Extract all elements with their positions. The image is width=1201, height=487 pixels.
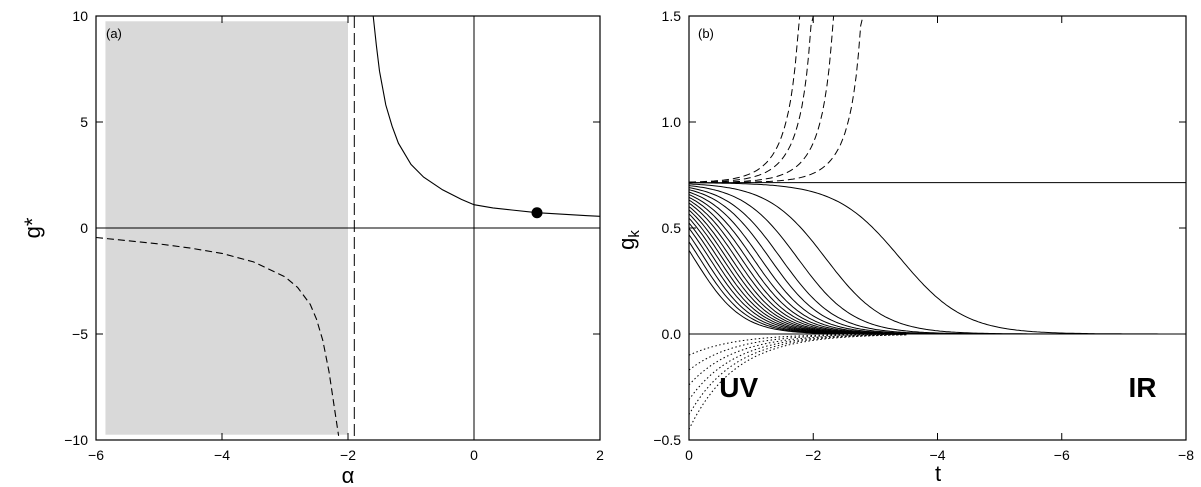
solid-trajectory: [688, 209, 1186, 335]
series-solid-curve: [372, 15, 601, 217]
solid-trajectory: [688, 250, 1186, 335]
solid-trajectory: [689, 182, 1186, 335]
x-tick-label: −2: [340, 447, 356, 463]
x-tick-label: 0: [685, 447, 693, 463]
x-tick-label: 0: [470, 447, 478, 463]
panel-b-ylabel-sub: k: [626, 230, 643, 238]
solid-trajectory: [688, 199, 1186, 335]
solid-trajectory: [688, 202, 1186, 335]
x-tick-label: −4: [930, 447, 946, 463]
panel-a-tag: (a): [106, 26, 122, 41]
y-tick-label: −10: [64, 432, 88, 448]
dotted-trajectory: [688, 333, 907, 371]
panel-a-ylabel: g*: [20, 217, 45, 238]
dashed-trajectory: [688, 15, 801, 183]
solid-trajectory: [688, 241, 1186, 335]
panel-a-plot: [95, 15, 601, 440]
panel-b-ticks: 0 −2 −4 −6 −8 −0.5 0.0 0.5 1.0 1.5: [653, 8, 1194, 463]
y-tick-label: 1.5: [662, 8, 682, 24]
dotted-trajectory: [688, 334, 907, 415]
x-tick-label: −4: [214, 447, 230, 463]
solid-trajectory: [688, 222, 1186, 335]
dotted-trajectory: [688, 334, 907, 430]
panel-b-tag: (b): [698, 26, 714, 41]
panel-b: 0 −2 −4 −6 −8 −0.5 0.0 0.5 1.0 1.5 (b) t gk UV IR: [614, 8, 1194, 486]
solid-trajectory: [688, 189, 1186, 335]
y-tick-label: −5: [72, 326, 88, 342]
panel-b-frame: [688, 15, 1187, 441]
solid-trajectory: [688, 187, 1186, 335]
solid-trajectory: [688, 185, 1186, 335]
panel-b-xlabel: t: [935, 461, 941, 486]
fixed-point-marker: [531, 207, 543, 219]
x-tick-label: −6: [88, 447, 104, 463]
x-tick-label: −6: [1054, 447, 1070, 463]
x-tick-label: −2: [805, 447, 821, 463]
dotted-trajectory: [688, 334, 907, 386]
panel-b-ylabel-main: g: [614, 238, 639, 250]
annotation-uv: UV: [719, 372, 758, 403]
y-tick-label: 5: [80, 114, 88, 130]
y-tick-label: 0: [80, 220, 88, 236]
x-tick-label: −8: [1178, 447, 1194, 463]
panel-b-plot: [688, 15, 1186, 430]
y-tick-label: −0.5: [653, 432, 681, 448]
y-tick-label: 10: [72, 8, 88, 24]
solid-trajectory: [688, 206, 1186, 335]
y-tick-label: 0.5: [662, 220, 682, 236]
solid-trajectory: [688, 227, 1186, 335]
svg-text:gk: gk: [614, 230, 643, 250]
x-tick-label: 2: [596, 447, 604, 463]
panel-a-xlabel: α: [342, 463, 355, 487]
solid-trajectory: [688, 183, 1186, 335]
panel-a: −6 −4 −2 0 2 −10 −5 0 5 10 (a) α g*: [20, 8, 604, 487]
panel-a-ticks: −6 −4 −2 0 2 −10 −5 0 5 10: [64, 8, 604, 463]
dashed-trajectory: [689, 15, 864, 183]
series-dashed-curve: [95, 236, 340, 436]
annotation-ir: IR: [1129, 372, 1157, 403]
y-tick-label: 1.0: [662, 114, 682, 130]
panel-b-ylabel: gk: [614, 230, 643, 250]
y-tick-label: 0.0: [662, 326, 682, 342]
